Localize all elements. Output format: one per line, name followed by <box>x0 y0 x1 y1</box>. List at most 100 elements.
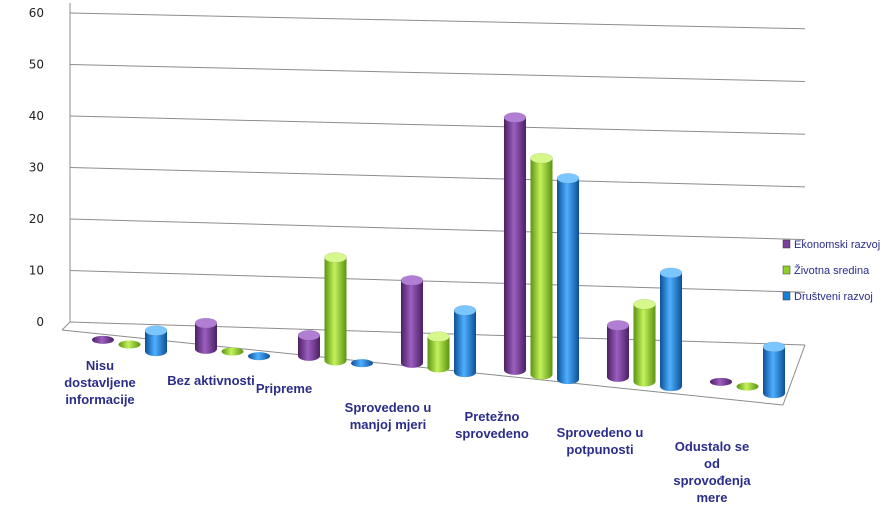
legend: Ekonomski razvoj Životna sredina Društveni… <box>782 239 880 303</box>
bar-flat <box>351 359 374 368</box>
bar-top <box>194 317 218 329</box>
bar-body <box>763 346 786 394</box>
bar-top <box>400 275 424 286</box>
bar-base <box>606 371 629 382</box>
bar-flat <box>736 382 759 391</box>
bar-body <box>297 335 320 356</box>
legend-label: Životna sredina <box>794 264 870 277</box>
bar <box>709 377 732 386</box>
y-tick-label: 20 <box>29 212 44 226</box>
bar <box>91 335 114 344</box>
bar-base <box>660 381 683 392</box>
bar-body <box>194 323 217 349</box>
bar <box>453 305 477 378</box>
bar-body <box>633 304 656 382</box>
bar-flat <box>118 340 141 349</box>
bar-body <box>557 178 580 380</box>
y-tick-label: 30 <box>29 161 44 175</box>
bar <box>400 275 424 368</box>
bar <box>556 173 580 385</box>
y-tick-label: 0 <box>36 315 44 329</box>
bar-base <box>557 374 580 385</box>
bar-base <box>427 362 450 373</box>
bar-top <box>606 320 630 331</box>
bar <box>633 299 656 387</box>
floor-right-edge <box>782 344 806 406</box>
grid <box>69 12 806 346</box>
y-tick-label: 10 <box>29 264 44 278</box>
y-tick-label: 60 <box>29 6 44 20</box>
bar-top <box>324 252 347 263</box>
bar-top <box>762 341 786 353</box>
legend-swatch <box>782 239 791 249</box>
y-tick-labels: 0 10 20 30 40 50 60 <box>29 6 44 329</box>
bar <box>736 382 759 391</box>
bar <box>427 331 450 373</box>
bar-top <box>503 112 527 123</box>
category-label: Sprovedeno u potpunosti <box>557 425 644 457</box>
axes <box>61 3 806 406</box>
bar-top <box>530 152 553 164</box>
bar-body <box>400 280 423 363</box>
bar-top <box>556 173 580 184</box>
bar <box>606 320 630 382</box>
bar-flat <box>248 352 271 361</box>
legend-entry: Ekonomski razvoj <box>782 239 880 251</box>
category-label: Pretežno sprovedeno <box>455 409 529 441</box>
bar-flat <box>221 347 244 356</box>
bar-base <box>145 346 168 357</box>
bar <box>530 152 553 380</box>
bar-base <box>297 350 320 361</box>
bar-base <box>400 357 423 368</box>
bar-top <box>427 331 450 342</box>
bar-body <box>427 336 450 368</box>
bar <box>324 252 347 366</box>
gridline-40 <box>69 115 806 135</box>
category-labels: Nisu dostavljene informacije Bez aktivnosti… <box>64 358 751 505</box>
bar-body <box>145 330 168 352</box>
bar-body <box>530 158 553 375</box>
bar-base <box>530 369 553 380</box>
gridline-50 <box>69 64 806 82</box>
bar-base <box>324 355 347 366</box>
category-label: Pripreme <box>256 381 312 396</box>
floor-front-edge <box>61 329 784 406</box>
floor-left-edge <box>61 321 71 331</box>
bar <box>221 347 244 356</box>
category-label: Odustalo se od sprovođenja mere <box>673 439 751 505</box>
bar-body <box>324 257 347 361</box>
bar <box>297 329 321 361</box>
bar-top <box>453 305 477 316</box>
bar-base <box>503 364 526 375</box>
bar-flat <box>709 377 732 386</box>
bar <box>144 325 168 357</box>
y-tick-label: 40 <box>29 109 44 123</box>
bar-flat <box>91 335 114 344</box>
bar-base <box>454 367 477 378</box>
category-label: Sprovedeno u manjoj mjeri <box>345 400 432 432</box>
gridline-30 <box>69 167 806 188</box>
legend-swatch <box>782 265 791 275</box>
bar <box>503 112 527 375</box>
bar-top <box>297 329 321 341</box>
bar <box>118 340 141 349</box>
bar-body <box>503 117 526 370</box>
gridline-10 <box>69 270 806 293</box>
bar <box>194 317 218 354</box>
bar-base <box>194 343 217 354</box>
gridline-20 <box>69 218 806 241</box>
legend-entry: Društveni razvoj <box>782 291 873 303</box>
bar <box>248 352 271 361</box>
bar-top <box>659 267 683 279</box>
bar-body <box>454 310 477 373</box>
bar-base <box>763 388 786 399</box>
legend-swatch <box>782 291 791 301</box>
bar-top <box>633 299 656 310</box>
bar <box>351 359 374 368</box>
legend-label: Ekonomski razvoj <box>794 239 880 251</box>
y-tick-label: 50 <box>29 58 44 72</box>
category-label: Nisu dostavljene informacije <box>64 358 136 407</box>
bar-base <box>633 376 656 387</box>
legend-entry: Životna sredina <box>782 264 870 277</box>
